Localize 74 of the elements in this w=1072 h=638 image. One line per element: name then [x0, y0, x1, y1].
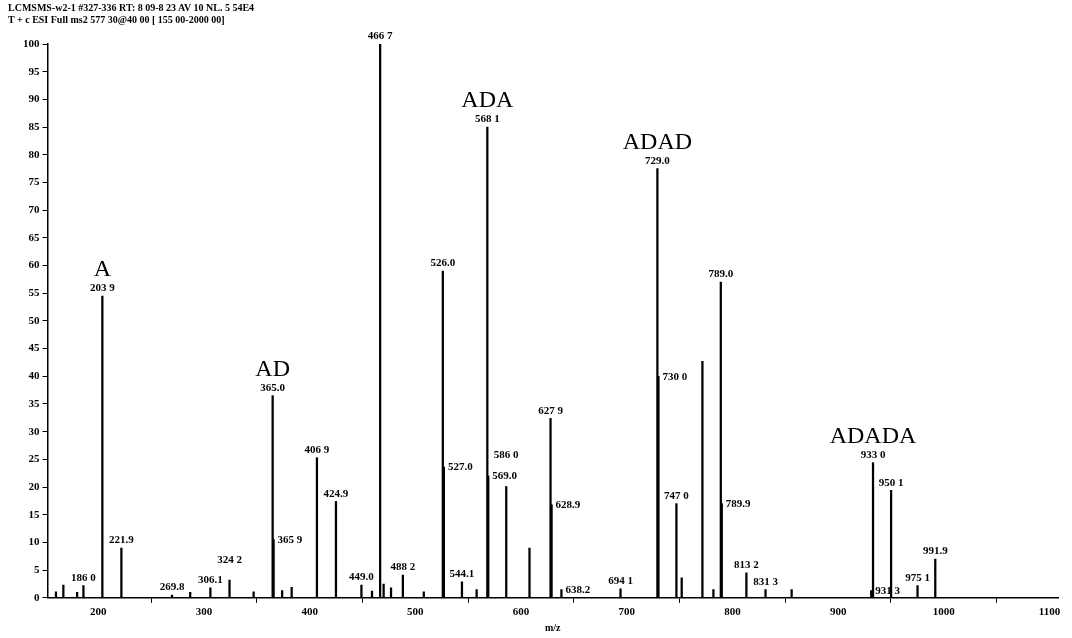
annotation: 526.0 — [430, 256, 456, 269]
y-tick-label: 65 — [28, 230, 40, 243]
x-tick-label: 400 — [301, 605, 319, 618]
y-tick-label: 20 — [28, 479, 40, 492]
y-tick-label: 15 — [28, 507, 40, 520]
x-tick-label: 1000 — [932, 605, 956, 618]
y-tick-label: 10 — [28, 535, 40, 548]
y-tick-label: 25 — [28, 452, 40, 465]
annotation: 544.1 — [449, 567, 475, 580]
y-tick-label: 50 — [28, 313, 40, 326]
x-tick-label: 300 — [195, 605, 213, 618]
annotation: 527.0 — [447, 460, 474, 473]
annotation: 931 3 — [875, 583, 901, 596]
chart-subtitle: T + c ESI Full ms2 577 30@40 00 [ 155 00-2000 00] — [8, 14, 226, 26]
annotation: ADA — [461, 86, 514, 113]
annotation: 569.0 — [492, 469, 518, 482]
annotation: ADADA — [829, 421, 918, 448]
annotation: 975 1 — [905, 570, 930, 583]
y-tick-label: 80 — [28, 147, 40, 160]
y-tick-label: 100 — [23, 36, 40, 49]
annotation: 627 9 — [538, 403, 564, 416]
annotation: 221.9 — [109, 533, 135, 546]
y-tick-label: 30 — [28, 424, 40, 437]
annotation: 729.0 — [645, 153, 671, 166]
annotation: 203 9 — [89, 281, 116, 294]
annotation: ADAD — [622, 127, 693, 154]
x-tick-label: 700 — [618, 605, 636, 618]
annotation: 449.0 — [349, 570, 375, 583]
y-tick-label: 35 — [28, 396, 40, 409]
y-tick-label: 90 — [28, 92, 40, 105]
annotation: A — [93, 255, 112, 282]
annotation: 586 0 — [493, 447, 520, 460]
annotation: 568 1 — [474, 112, 500, 125]
annotation: 324 2 — [217, 553, 243, 566]
annotation: 269.8 — [159, 580, 185, 593]
annotation: 991.9 — [922, 544, 949, 557]
annotation: 933 0 — [860, 448, 886, 461]
y-tick-label: 40 — [28, 369, 40, 382]
annotation: 831 3 — [753, 574, 779, 587]
x-tick-label: 600 — [512, 605, 530, 618]
annotation: 365 9 — [277, 532, 303, 545]
x-tick-label: 500 — [407, 605, 425, 618]
annotation: 365.0 — [260, 381, 286, 394]
annotation: 694 1 — [608, 574, 633, 587]
annotation: AD — [255, 354, 290, 381]
annotation: 638.2 — [565, 582, 591, 595]
x-tick-label: 900 — [829, 605, 847, 618]
y-tick-label: 5 — [34, 562, 40, 575]
x-tick-label: 200 — [89, 605, 107, 618]
y-tick-label: 55 — [28, 286, 40, 299]
annotation: 628.9 — [555, 498, 581, 511]
y-tick-label: 60 — [28, 258, 40, 271]
annotation: 789.0 — [708, 267, 734, 280]
y-tick-label: 95 — [28, 64, 40, 77]
annotation: 306.1 — [198, 573, 223, 586]
y-tick-label: 0 — [34, 590, 40, 603]
y-tick-label: 45 — [28, 341, 40, 354]
x-tick-label: 800 — [724, 605, 742, 618]
annotation: 424.9 — [323, 486, 349, 499]
y-tick-label: 75 — [28, 175, 40, 188]
annotation: 730 0 — [662, 369, 688, 382]
annotation: 406 9 — [304, 443, 330, 456]
y-tick-label: 85 — [28, 119, 40, 132]
chart-title: LCMSMS-w2-1 #327-336 RT: 8 09-8 23 AV 10 NL. 5 54E4 — [8, 2, 255, 14]
x-tick-label: 1100 — [1038, 605, 1061, 618]
y-tick-label: 70 — [28, 202, 40, 215]
x-axis-title: m/z — [544, 621, 562, 633]
annotation: 950 1 — [878, 475, 904, 488]
annotation: 186 0 — [71, 570, 97, 583]
annotation: 789.9 — [725, 497, 752, 509]
annotation: 747 0 — [664, 489, 690, 501]
annotation: 813 2 — [734, 558, 760, 571]
annotation: 466 7 — [367, 29, 394, 42]
annotation: 488 2 — [390, 560, 416, 573]
